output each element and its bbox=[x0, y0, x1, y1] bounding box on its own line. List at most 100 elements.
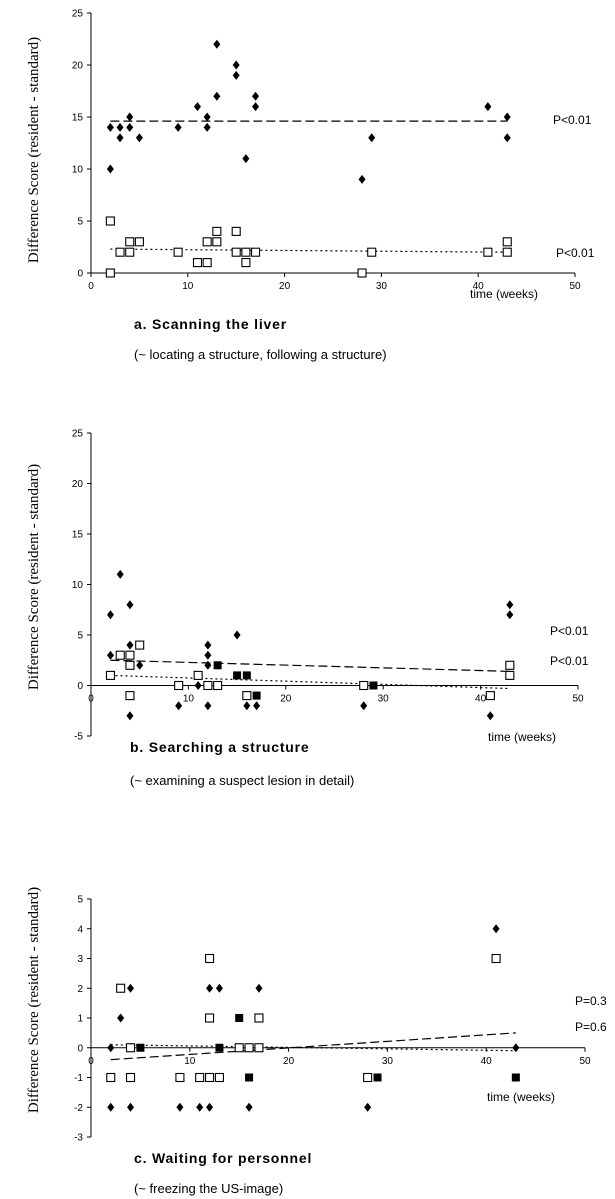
panel-b-point-diamond bbox=[204, 640, 212, 650]
panel-b-point-diamond bbox=[204, 660, 212, 670]
panel-a-pvalue-dashed: P<0.01 bbox=[553, 113, 592, 127]
panel-a-point-open-square bbox=[125, 247, 135, 257]
panel-b-y-tick-label: 0 bbox=[77, 681, 83, 692]
panel-c-point-filled-square bbox=[511, 1073, 520, 1082]
panel-a-point-diamond bbox=[232, 70, 240, 80]
panel-b-point-diamond bbox=[194, 681, 202, 690]
panel-b-x-tick-label: 40 bbox=[475, 694, 487, 705]
panel-a-point-open-square bbox=[251, 247, 261, 257]
panel-a-point-open-square bbox=[357, 268, 367, 278]
panel-b-trendline-dashed bbox=[110, 659, 510, 672]
panel-c-y-tick-label: 1 bbox=[77, 1014, 83, 1025]
panel-c-point-diamond bbox=[364, 1102, 372, 1112]
panel-a-point-diamond bbox=[106, 164, 114, 174]
panel-b-y-axis-label: Difference Score (resident - standard) bbox=[26, 464, 42, 690]
panel-b-y-tick-label: 10 bbox=[72, 580, 84, 591]
panel-b-point-filled-square bbox=[233, 671, 242, 680]
panel-c-point-open-square bbox=[234, 1043, 244, 1053]
panel-c-point-diamond bbox=[245, 1102, 253, 1112]
panel-b-point-diamond bbox=[126, 711, 134, 721]
panel-a-point-open-square bbox=[212, 237, 222, 247]
panel-a-point-open-square bbox=[134, 237, 144, 247]
panel-b-point-diamond bbox=[106, 650, 114, 660]
panel-c-point-open-square bbox=[125, 1072, 136, 1083]
panel-a-point-open-square bbox=[241, 247, 251, 257]
panel-c-y-tick-label: -3 bbox=[74, 1133, 83, 1144]
panel-b-point-open-square bbox=[193, 670, 203, 680]
panel-a-point-diamond bbox=[126, 122, 134, 132]
panel-b-point-open-square bbox=[242, 691, 252, 701]
panel-a-point-diamond bbox=[252, 91, 260, 101]
panel-a-point-diamond bbox=[116, 133, 124, 143]
panel-c-caption: c. Waiting for personnel bbox=[134, 1150, 312, 1166]
panel-b-x-axis-label: time (weeks) bbox=[488, 730, 556, 744]
panel-a-point-open-square bbox=[115, 247, 125, 257]
panel-c-point-filled-square bbox=[215, 1043, 224, 1052]
panel-c-y-tick-label: 0 bbox=[77, 1043, 83, 1054]
panel-c-point-diamond bbox=[107, 1043, 115, 1053]
panel-b-caption: b. Searching a structure bbox=[130, 739, 309, 755]
panel-b-point-open-square bbox=[115, 650, 125, 660]
panel-b-point-open-square bbox=[125, 660, 135, 670]
panel-b-point-open-square bbox=[203, 680, 213, 691]
panel-a-point-open-square bbox=[231, 247, 241, 257]
panel-c-point-diamond bbox=[127, 1102, 135, 1112]
panel-a-point-open-square bbox=[125, 237, 135, 247]
panel-c-point-open-square bbox=[214, 1072, 224, 1083]
panel-b-point-open-square bbox=[505, 670, 515, 680]
panel-b-point-diamond bbox=[253, 701, 261, 711]
panel-c-x-tick-label: 40 bbox=[481, 1056, 493, 1067]
panel-a-point-diamond bbox=[193, 102, 201, 112]
panel-b-x-tick-label: 10 bbox=[183, 694, 195, 705]
panel-b-point-diamond bbox=[126, 600, 134, 610]
panel-b-point-filled-square bbox=[242, 671, 251, 680]
panel-b-x-tick-label: 20 bbox=[280, 694, 292, 705]
panel-c-note: (~ freezing the US-image) bbox=[134, 1181, 283, 1196]
panel-a-point-diamond bbox=[116, 122, 124, 132]
panel-c-point-open-square bbox=[175, 1072, 185, 1083]
panel-a-point-diamond bbox=[252, 102, 260, 112]
panel-c-y-tick-label: 4 bbox=[77, 924, 83, 935]
panel-a-point-diamond bbox=[203, 112, 211, 122]
panel-c-point-open-square bbox=[254, 1013, 264, 1023]
panel-a-y-axis-label: Difference Score (resident - standard) bbox=[26, 37, 42, 263]
panel-a-point-diamond bbox=[232, 60, 240, 70]
panel-b-point-diamond bbox=[360, 701, 368, 711]
panel-c-point-diamond bbox=[255, 983, 263, 993]
panel-c-point-diamond bbox=[107, 1102, 115, 1112]
panel-c-point-diamond bbox=[117, 1013, 125, 1023]
panel-c-x-tick-label: 50 bbox=[579, 1056, 591, 1067]
panel-a-point-open-square bbox=[173, 247, 183, 257]
panel-c-point-open-square bbox=[195, 1072, 205, 1083]
panel-b-point-diamond bbox=[506, 610, 514, 620]
panel-a-pvalue-dotted: P<0.01 bbox=[556, 246, 595, 260]
panel-b-y-tick-label: -5 bbox=[74, 732, 83, 743]
panel-b-y-tick-label: 15 bbox=[72, 530, 84, 541]
panel-b-point-diamond bbox=[204, 650, 212, 660]
panel-c-point-open-square bbox=[125, 1043, 136, 1053]
panel-a-caption: a. Scanning the liver bbox=[134, 316, 287, 332]
panel-a-point-open-square bbox=[502, 247, 512, 257]
panel-a-point-diamond bbox=[503, 112, 511, 122]
panel-b-point-open-square bbox=[359, 680, 369, 691]
panel-a-x-tick-label: 0 bbox=[88, 281, 94, 292]
panel-c-point-open-square bbox=[106, 1072, 116, 1083]
panel-c-point-filled-square bbox=[136, 1043, 145, 1052]
panel-b-x-tick-label: 30 bbox=[378, 694, 390, 705]
panel-b-pvalue-dotted: P<0.01 bbox=[550, 654, 589, 668]
panel-b-point-open-square bbox=[125, 650, 135, 660]
panel-c-y-tick-label: 2 bbox=[77, 984, 83, 995]
panel-a-point-diamond bbox=[484, 102, 492, 112]
panel-b-point-diamond bbox=[243, 701, 251, 711]
panel-b-point-filled-square bbox=[369, 681, 378, 690]
panel-b-point-open-square bbox=[485, 691, 495, 701]
panel-c-y-axis-label: Difference Score (resident - standard) bbox=[26, 887, 42, 1113]
panel-b-point-diamond bbox=[116, 569, 124, 579]
panel-a-x-tick-label: 20 bbox=[279, 281, 291, 292]
panel-a-point-open-square bbox=[212, 226, 222, 236]
panel-b-point-filled-square bbox=[213, 661, 222, 670]
panel-c-point-open-square bbox=[205, 953, 215, 964]
panel-c-point-open-square bbox=[205, 1013, 215, 1023]
panel-b-y-tick-label: 25 bbox=[72, 429, 84, 440]
panel-c-y-tick-label: 3 bbox=[77, 954, 83, 965]
